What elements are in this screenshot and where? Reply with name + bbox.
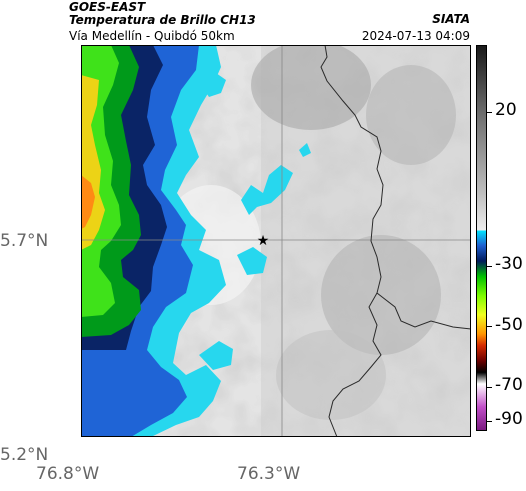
colorbar-gradient <box>477 46 486 430</box>
colorbar-label-minus30: -30 <box>495 254 523 274</box>
satellite-title: GOES-EAST <box>69 0 146 14</box>
colorbar-tick <box>487 112 492 113</box>
convection-orange <box>81 175 95 229</box>
boundary-line <box>320 45 471 330</box>
lat-label-5-2: 5.2°N <box>0 445 49 465</box>
region-label: Vía Medellín - Quibdó 50km <box>69 29 235 43</box>
boundary-line <box>328 292 382 437</box>
cloud-cell <box>299 143 311 157</box>
colorbar <box>476 45 487 431</box>
brightness-temperature-map: ★ <box>81 45 471 437</box>
datetime-label: 2024-07-13 04:09 <box>361 29 470 43</box>
star-icon: ★ <box>257 233 270 249</box>
lat-label-5-7: 5.7°N <box>0 231 49 251</box>
colorbar-tick <box>487 326 492 327</box>
cloud-cell <box>199 341 233 370</box>
colorbar-label-20: 20 <box>495 100 517 120</box>
colorbar-tick <box>487 421 492 422</box>
cloud-patch <box>276 330 386 420</box>
colorbar-label-minus70: -70 <box>495 375 523 395</box>
cloud-patch <box>251 45 371 130</box>
lon-label-76-3: 76.3°W <box>237 464 301 484</box>
cloud-cell <box>241 165 293 215</box>
product-title: Temperatura de Brillo CH13 <box>69 13 256 27</box>
map-canvas: ★ <box>81 45 471 437</box>
cloud-cell <box>201 73 226 97</box>
colorbar-tick <box>487 266 492 267</box>
agency-label: SIATA <box>432 12 470 26</box>
colorbar-label-minus90: -90 <box>495 409 523 429</box>
colorbar-tick <box>487 387 492 388</box>
lon-label-76-8: 76.8°W <box>36 464 100 484</box>
cloud-patch <box>366 65 456 165</box>
colorbar-label-minus50: -50 <box>495 315 523 335</box>
cloud-cell <box>237 247 267 275</box>
